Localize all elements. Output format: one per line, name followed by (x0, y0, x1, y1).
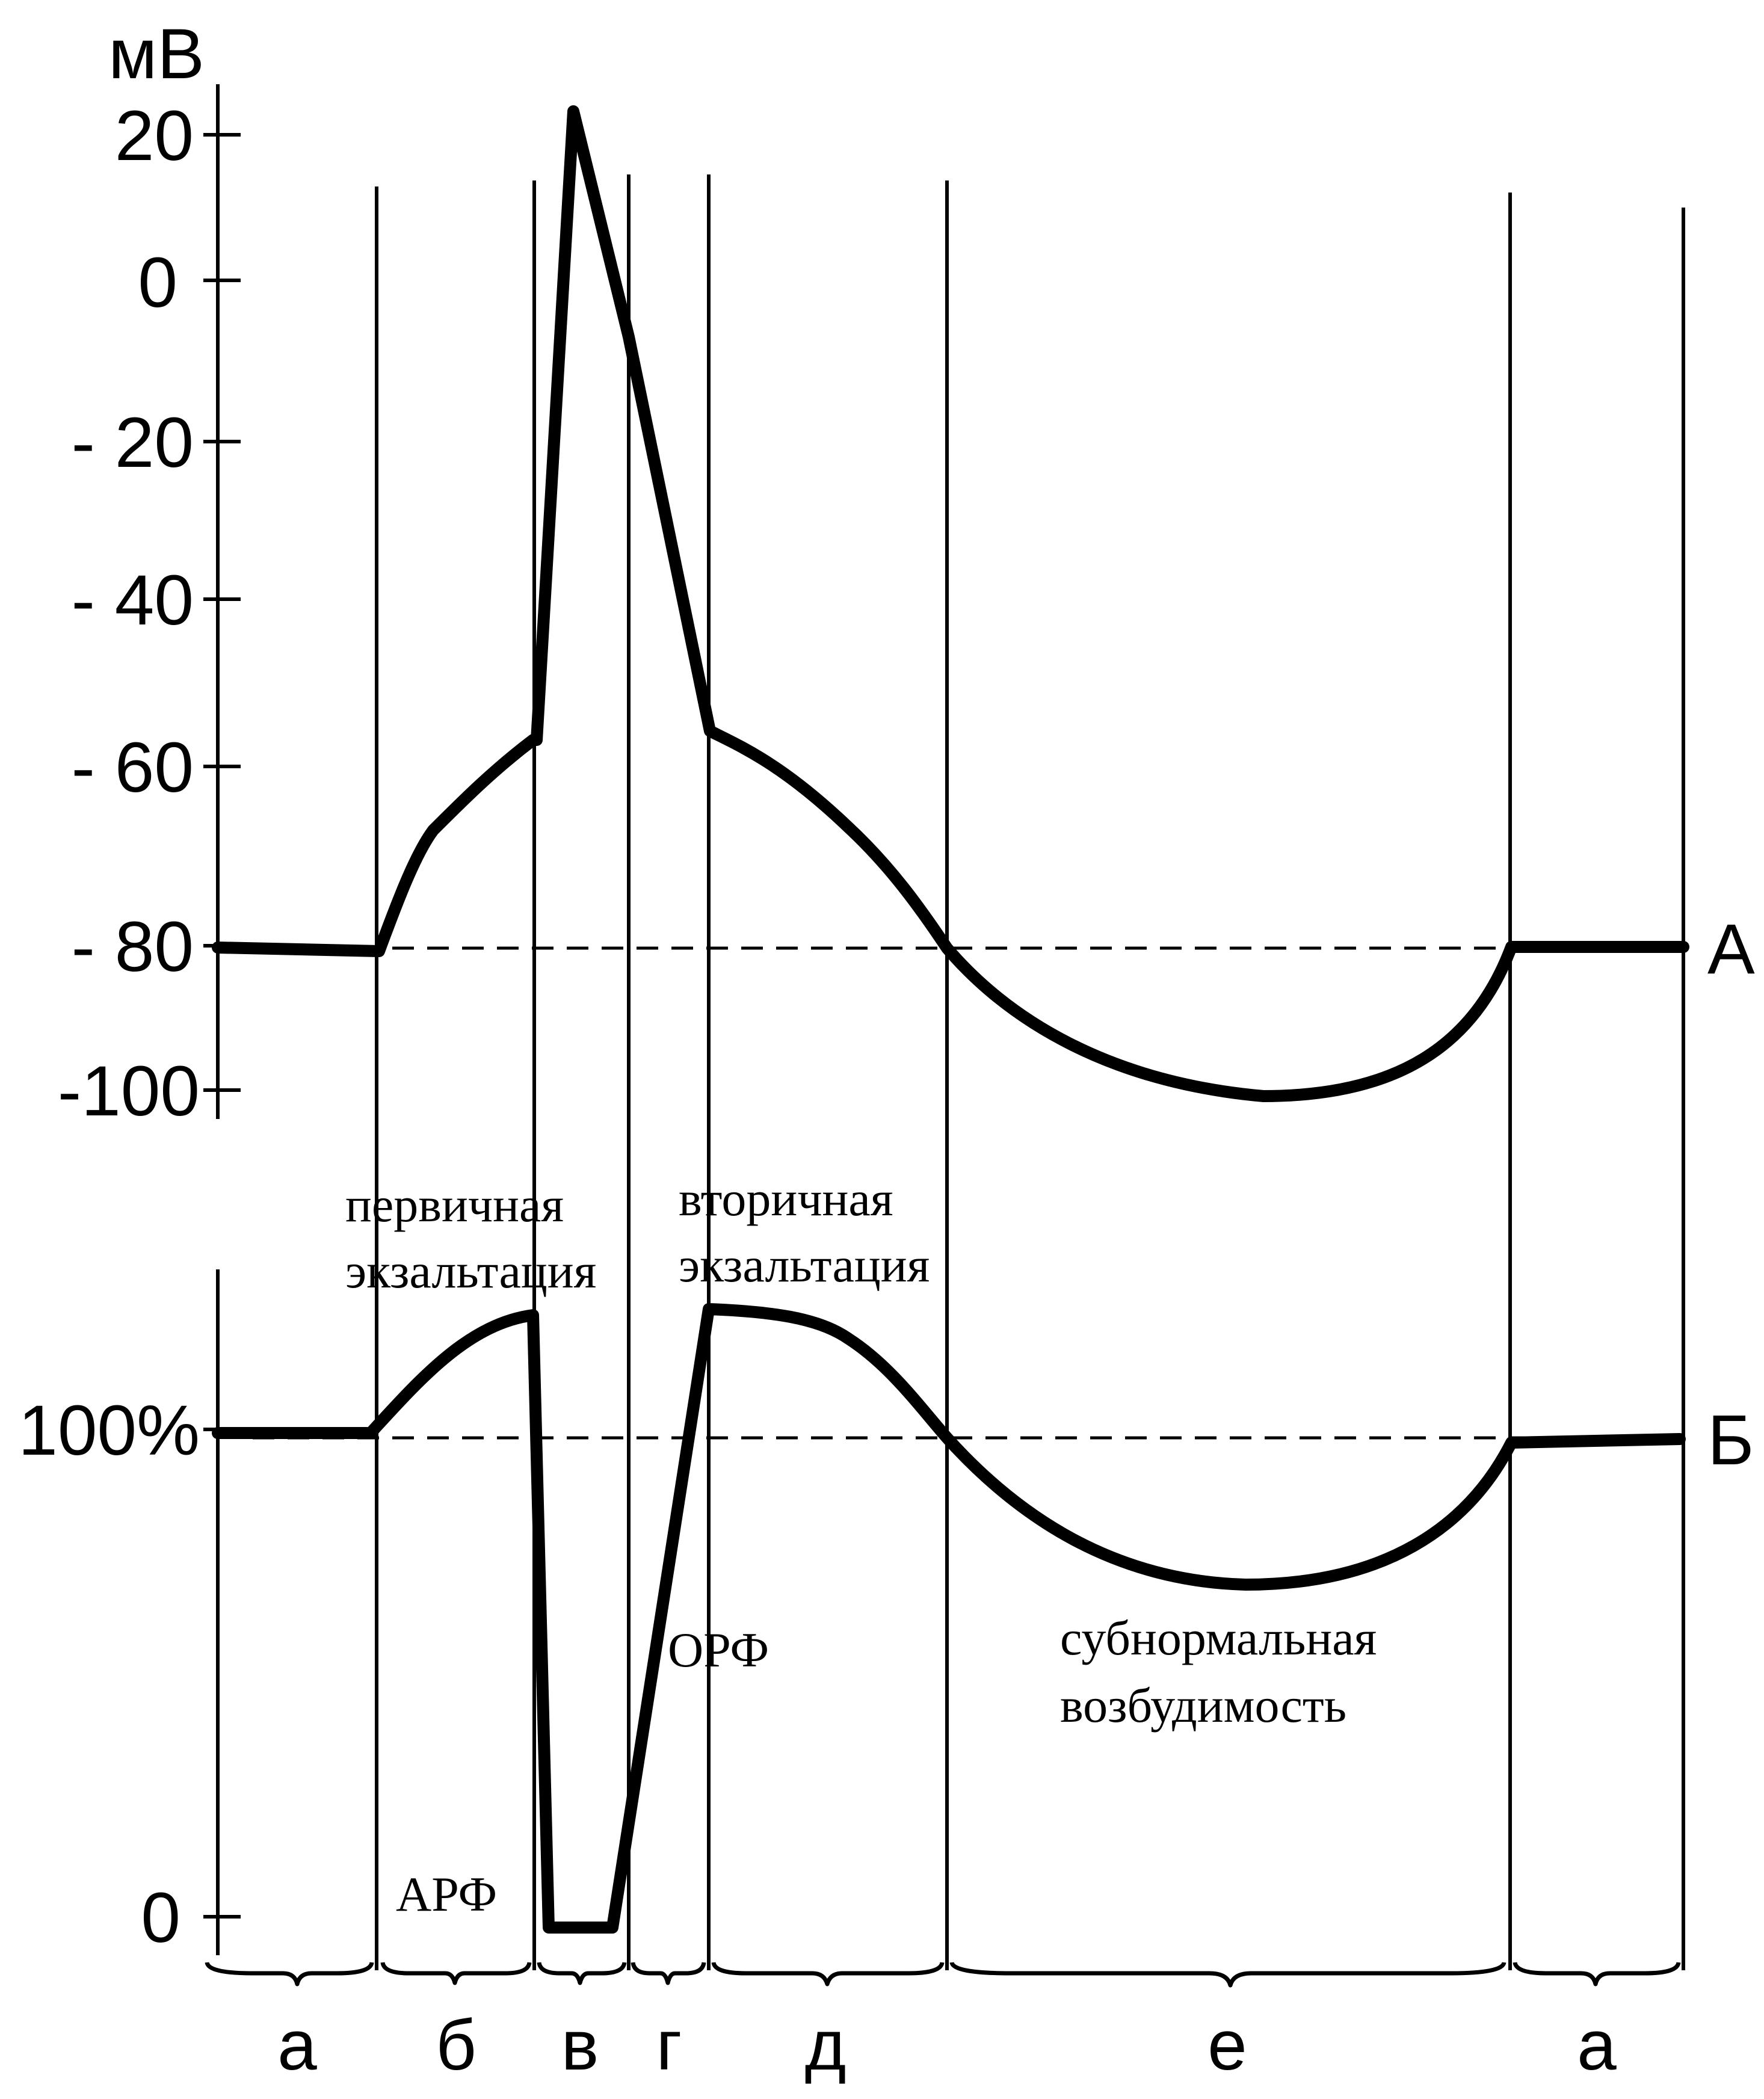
annotation-primary-line2: экзальтация (345, 1244, 596, 1298)
panel-a-axis: мВ 20 0 - 20 - 40 - 60 - 80 -100 (58, 14, 241, 1131)
annotation-arf: АРФ (396, 1867, 497, 1922)
brace-d (711, 1962, 945, 1986)
annotation-primary-line1: первичная (345, 1177, 564, 1232)
unit-label-mv: мВ (108, 14, 205, 94)
annotation-secondary-line2: экзальтация (679, 1238, 930, 1292)
brace-e (949, 1961, 1506, 1988)
curve-label-b: Б (1707, 1401, 1754, 1480)
phase-braces (205, 1961, 1681, 1988)
phase-label-v: в (561, 2006, 599, 2085)
annotation-subnormal-line1: субнормальная (1060, 1610, 1377, 1665)
brace-g (631, 1962, 706, 1985)
phase-label-b: б (436, 2006, 476, 2085)
brace-a2 (1513, 1962, 1681, 1986)
tick-label-a-m60: - 60 (72, 728, 194, 807)
curve-label-a: А (1707, 910, 1755, 989)
panel-b-axis: 100% 0 (18, 1269, 241, 1958)
tick-label-a-m40: - 40 (72, 561, 194, 640)
phase-labels: а б в г д е а (277, 2006, 1617, 2085)
brace-v (537, 1962, 627, 1985)
annotation-subnormal-line2: возбудимость (1060, 1678, 1346, 1733)
phase-label-e: е (1207, 2006, 1247, 2085)
tick-label-a-20: 20 (115, 96, 194, 176)
tick-label-b-100: 100% (18, 1391, 200, 1470)
tick-label-b-0: 0 (141, 1878, 180, 1958)
phase-boundaries (375, 174, 1685, 1970)
brace-b (380, 1962, 532, 1985)
annotation-orf: ОРФ (668, 1623, 769, 1677)
tick-label-a-m20: - 20 (72, 403, 194, 482)
tick-label-a-m80: - 80 (72, 907, 194, 987)
phase-label-a2: а (1577, 2006, 1617, 2085)
brace-a1 (205, 1961, 374, 1986)
tick-label-a-0: 0 (138, 243, 177, 322)
phase-label-d: д (805, 2006, 847, 2085)
phase-label-g: г (656, 2006, 682, 2085)
annotation-secondary-line1: вторичная (679, 1171, 893, 1226)
tick-label-a-m100: -100 (58, 1052, 200, 1131)
action-potential-curve (212, 105, 1689, 1102)
phase-label-a1: а (277, 2006, 317, 2085)
excitability-curve (212, 1303, 1686, 1934)
